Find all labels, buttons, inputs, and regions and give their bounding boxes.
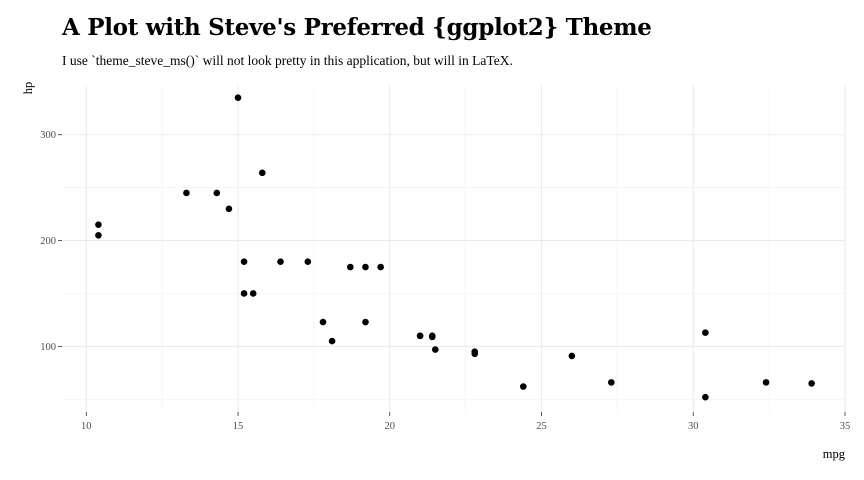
minor-gridlines — [62, 85, 845, 412]
x-tick-label: 35 — [840, 421, 851, 432]
x-axis-label: mpg — [823, 447, 846, 461]
x-tick-label: 30 — [688, 421, 699, 432]
data-point — [568, 352, 576, 360]
x-axis-ticks: 10 15 20 25 30 35 — [81, 412, 850, 432]
data-point — [240, 258, 248, 266]
data-point — [762, 379, 770, 386]
x-tick-label: 10 — [81, 421, 92, 432]
data-point — [520, 383, 527, 390]
chart-subtitle: I use `theme_steve_ms()` will not look p… — [62, 53, 513, 68]
data-point — [95, 231, 102, 239]
data-point — [471, 348, 479, 355]
data-point — [416, 332, 424, 340]
data-point — [277, 258, 284, 266]
data-point — [213, 189, 221, 197]
data-point — [304, 258, 312, 266]
data-point — [431, 346, 439, 353]
data-point — [183, 189, 190, 197]
data-point — [249, 290, 257, 297]
y-tick-label: 300 — [40, 130, 56, 141]
data-point — [608, 379, 615, 386]
data-point — [319, 318, 327, 326]
data-point — [377, 263, 384, 271]
data-point — [362, 318, 369, 326]
data-point — [702, 393, 709, 401]
data-point — [362, 263, 369, 271]
data-point — [259, 169, 266, 177]
y-axis-ticks: 100 200 300 — [40, 130, 62, 353]
y-tick-label: 100 — [40, 342, 56, 353]
data-point — [240, 290, 248, 297]
x-tick-label: 15 — [233, 421, 244, 432]
data-point — [95, 221, 102, 228]
data-point — [328, 337, 336, 345]
y-axis-label: hp — [21, 82, 35, 95]
data-point — [702, 329, 709, 336]
x-tick-label: 25 — [536, 421, 547, 432]
data-point — [428, 333, 436, 341]
data-point — [234, 94, 242, 101]
x-tick-label: 20 — [385, 421, 396, 432]
chart-title: A Plot with Steve's Preferred {ggplot2} … — [62, 14, 652, 41]
data-point — [808, 380, 815, 387]
data-point — [225, 205, 233, 213]
data-points — [95, 94, 815, 401]
data-point — [347, 263, 354, 271]
y-tick-label: 200 — [40, 236, 56, 247]
major-gridlines — [62, 85, 846, 412]
